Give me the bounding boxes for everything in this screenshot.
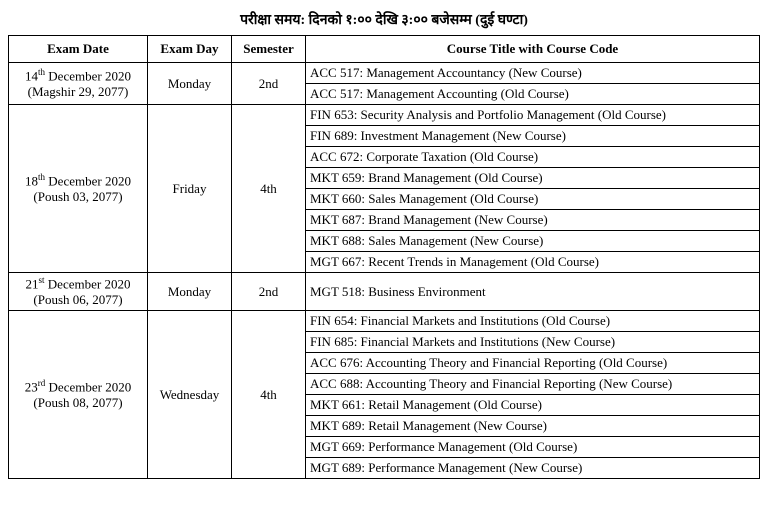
date-secondary: (Poush 06, 2077) xyxy=(13,292,143,308)
date-primary: 23rd December 2020 xyxy=(13,378,143,395)
table-row: 18th December 2020(Poush 03, 2077)Friday… xyxy=(9,105,760,126)
exam-schedule-table: Exam Date Exam Day Semester Course Title… xyxy=(8,35,760,479)
semester-cell: 4th xyxy=(232,311,306,479)
date-primary: 14th December 2020 xyxy=(13,67,143,84)
course-cell: FIN 654: Financial Markets and Instituti… xyxy=(306,311,760,332)
exam-date-cell: 23rd December 2020(Poush 08, 2077) xyxy=(9,311,148,479)
semester-cell: 4th xyxy=(232,105,306,273)
course-cell: MKT 687: Brand Management (New Course) xyxy=(306,210,760,231)
exam-day-cell: Wednesday xyxy=(148,311,232,479)
col-header-course: Course Title with Course Code xyxy=(306,36,760,63)
course-cell: MGT 667: Recent Trends in Management (Ol… xyxy=(306,252,760,273)
course-cell: ACC 517: Management Accounting (Old Cour… xyxy=(306,84,760,105)
col-header-date: Exam Date xyxy=(9,36,148,63)
course-cell: MGT 518: Business Environment xyxy=(306,273,760,311)
exam-date-cell: 21st December 2020(Poush 06, 2077) xyxy=(9,273,148,311)
course-cell: MKT 689: Retail Management (New Course) xyxy=(306,416,760,437)
course-cell: MKT 659: Brand Management (Old Course) xyxy=(306,168,760,189)
semester-cell: 2nd xyxy=(232,63,306,105)
date-secondary: (Poush 08, 2077) xyxy=(13,395,143,411)
course-cell: FIN 653: Security Analysis and Portfolio… xyxy=(306,105,760,126)
exam-day-cell: Friday xyxy=(148,105,232,273)
date-secondary: (Magshir 29, 2077) xyxy=(13,84,143,100)
course-cell: FIN 689: Investment Management (New Cour… xyxy=(306,126,760,147)
date-secondary: (Poush 03, 2077) xyxy=(13,189,143,205)
col-header-semester: Semester xyxy=(232,36,306,63)
semester-cell: 2nd xyxy=(232,273,306,311)
date-primary: 21st December 2020 xyxy=(13,275,143,292)
date-primary: 18th December 2020 xyxy=(13,172,143,189)
table-row: 14th December 2020(Magshir 29, 2077)Mond… xyxy=(9,63,760,84)
exam-time-header: परीक्षा समय: दिनको १:०० देखि ३:०० बजेसम्… xyxy=(8,8,760,35)
course-cell: FIN 685: Financial Markets and Instituti… xyxy=(306,332,760,353)
exam-date-cell: 14th December 2020(Magshir 29, 2077) xyxy=(9,63,148,105)
course-cell: MGT 689: Performance Management (New Cou… xyxy=(306,458,760,479)
col-header-day: Exam Day xyxy=(148,36,232,63)
course-cell: ACC 672: Corporate Taxation (Old Course) xyxy=(306,147,760,168)
course-cell: MGT 669: Performance Management (Old Cou… xyxy=(306,437,760,458)
table-row: 23rd December 2020(Poush 08, 2077)Wednes… xyxy=(9,311,760,332)
exam-day-cell: Monday xyxy=(148,273,232,311)
course-cell: MKT 688: Sales Management (New Course) xyxy=(306,231,760,252)
table-row: 21st December 2020(Poush 06, 2077)Monday… xyxy=(9,273,760,311)
course-cell: MKT 660: Sales Management (Old Course) xyxy=(306,189,760,210)
course-cell: MKT 661: Retail Management (Old Course) xyxy=(306,395,760,416)
exam-day-cell: Monday xyxy=(148,63,232,105)
course-cell: ACC 688: Accounting Theory and Financial… xyxy=(306,374,760,395)
course-cell: ACC 517: Management Accountancy (New Cou… xyxy=(306,63,760,84)
course-cell: ACC 676: Accounting Theory and Financial… xyxy=(306,353,760,374)
exam-date-cell: 18th December 2020(Poush 03, 2077) xyxy=(9,105,148,273)
